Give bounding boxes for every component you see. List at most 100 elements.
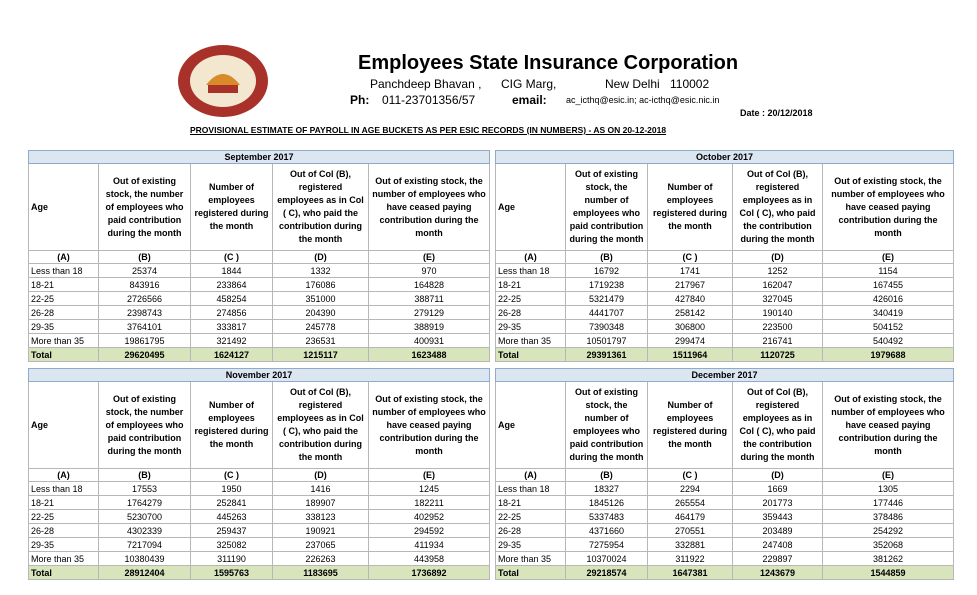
cell-value: 352068 <box>821 537 955 552</box>
age-bucket: 29-35 <box>495 319 566 334</box>
data-row: 18-21 1845126 265554 201773 177446 <box>495 495 955 510</box>
data-row: 18-21 1719238 217967 162047 167455 <box>495 277 954 292</box>
total-value: 1624127 <box>190 347 273 362</box>
header-row: Age Out of existing stock, the number of … <box>28 381 491 469</box>
cell-value: 19861795 <box>98 333 191 348</box>
data-row: 22-25 5321479 427840 327045 426016 <box>495 291 954 306</box>
address-line: CIG Marg, <box>501 77 557 91</box>
column-header: Age <box>28 381 99 469</box>
data-row: 18-21 843916 233864 176086 164828 <box>28 277 491 292</box>
cell-value: 321492 <box>190 333 273 348</box>
column-letter: (A) <box>28 468 99 482</box>
cell-value: 1950 <box>190 481 273 496</box>
column-header: Number of employees registered during th… <box>190 381 273 469</box>
column-header: Number of employees registered during th… <box>647 163 733 251</box>
cell-value: 1669 <box>732 481 823 496</box>
cell-value: 464179 <box>647 509 733 524</box>
data-row: More than 35 10380439 311190 226263 443958 <box>28 551 491 566</box>
column-header: Out of existing stock, the number of emp… <box>98 163 191 251</box>
total-label: Total <box>28 347 99 362</box>
age-bucket: Less than 18 <box>28 263 99 278</box>
total-label: Total <box>28 565 99 580</box>
column-header: Out of existing stock, the number of emp… <box>98 381 191 469</box>
age-bucket: Less than 18 <box>28 481 99 496</box>
cell-value: 540492 <box>822 333 954 348</box>
cell-value: 332881 <box>647 537 733 552</box>
cell-value: 7217094 <box>98 537 191 552</box>
cell-value: 164828 <box>367 277 491 292</box>
cell-value: 247408 <box>732 537 823 552</box>
subtitle: PROVISIONAL ESTIMATE OF PAYROLL IN AGE B… <box>190 125 667 135</box>
total-value: 1595763 <box>190 565 273 580</box>
month-title: December 2017 <box>494 368 955 382</box>
total-value: 1511964 <box>647 347 733 362</box>
month-row: October 2017 <box>495 150 954 164</box>
total-value: 1215117 <box>272 347 369 362</box>
cell-value: 311922 <box>647 551 733 566</box>
cell-value: 388711 <box>367 291 491 306</box>
cell-value: 351000 <box>272 291 369 306</box>
cell-value: 245778 <box>272 319 369 334</box>
cell-value: 378486 <box>821 509 955 524</box>
cell-value: 10501797 <box>565 333 648 348</box>
cell-value: 1764279 <box>98 495 191 510</box>
logo <box>178 45 268 117</box>
age-bucket: 18-21 <box>495 277 566 292</box>
column-header: Out of Col (B), registered employees as … <box>732 381 823 469</box>
column-letter: (B) <box>565 250 648 264</box>
cell-value: 229897 <box>732 551 823 566</box>
column-header: Out of Col (B), registered employees as … <box>272 163 369 251</box>
cell-value: 1332 <box>272 263 369 278</box>
total-value: 1183695 <box>272 565 369 580</box>
cell-value: 201773 <box>732 495 823 510</box>
column-header: Age <box>495 381 566 469</box>
letter-row: (A) (B) (C ) (D) (E) <box>495 250 954 264</box>
cell-value: 274856 <box>190 305 273 320</box>
column-header: Age <box>495 163 566 251</box>
cell-value: 1845126 <box>565 495 648 510</box>
cell-value: 970 <box>367 263 491 278</box>
cell-value: 162047 <box>732 277 823 292</box>
data-row: Less than 18 17553 1950 1416 1245 <box>28 481 491 496</box>
column-letter: (C ) <box>190 250 273 264</box>
cell-value: 237065 <box>272 537 369 552</box>
cell-value: 182211 <box>367 495 491 510</box>
age-bucket: 26-28 <box>495 523 566 538</box>
cell-value: 2398743 <box>98 305 191 320</box>
cell-value: 4371660 <box>565 523 648 538</box>
cell-value: 4302339 <box>98 523 191 538</box>
column-letter: (D) <box>732 250 823 264</box>
cell-value: 443958 <box>367 551 491 566</box>
total-value: 1736892 <box>367 565 491 580</box>
cell-value: 167455 <box>822 277 954 292</box>
age-bucket: 18-21 <box>28 277 99 292</box>
cell-value: 189907 <box>272 495 369 510</box>
data-row: Less than 18 16792 1741 1252 1154 <box>495 263 954 278</box>
cell-value: 190921 <box>272 523 369 538</box>
cell-value: 217967 <box>647 277 733 292</box>
letter-row: (A) (B) (C ) (D) (E) <box>28 250 491 264</box>
cell-value: 16792 <box>565 263 648 278</box>
age-bucket: 18-21 <box>495 495 566 510</box>
month-table: October 2017 Age Out of existing stock, th… <box>495 150 954 362</box>
cell-value: 426016 <box>822 291 954 306</box>
data-row: Less than 18 18327 2294 1669 1305 <box>495 481 955 496</box>
cell-value: 233864 <box>190 277 273 292</box>
address-line: New Delhi <box>605 77 660 91</box>
month-row: November 2017 <box>27 368 491 382</box>
total-value: 29218574 <box>565 565 648 580</box>
data-row: 29-35 7275954 332881 247408 352068 <box>495 537 955 552</box>
data-row: 29-35 7390348 306800 223500 504152 <box>495 319 954 334</box>
column-letter: (B) <box>98 468 191 482</box>
cell-value: 252841 <box>190 495 273 510</box>
month-table: December 2017 Age Out of existing stock, t… <box>494 368 955 580</box>
column-letter: (E) <box>367 468 491 482</box>
title: Employees State Insurance Corporation <box>358 52 739 74</box>
cell-value: 204390 <box>272 305 369 320</box>
email: ac_icthq@esic.in; ac-icthq@esic.nic.in <box>566 95 720 105</box>
cell-value: 236531 <box>272 333 369 348</box>
column-header: Out of existing stock, the number of emp… <box>565 163 648 251</box>
cell-value: 203489 <box>732 523 823 538</box>
address-line: 110002 <box>670 77 710 91</box>
cell-value: 1741 <box>647 263 733 278</box>
